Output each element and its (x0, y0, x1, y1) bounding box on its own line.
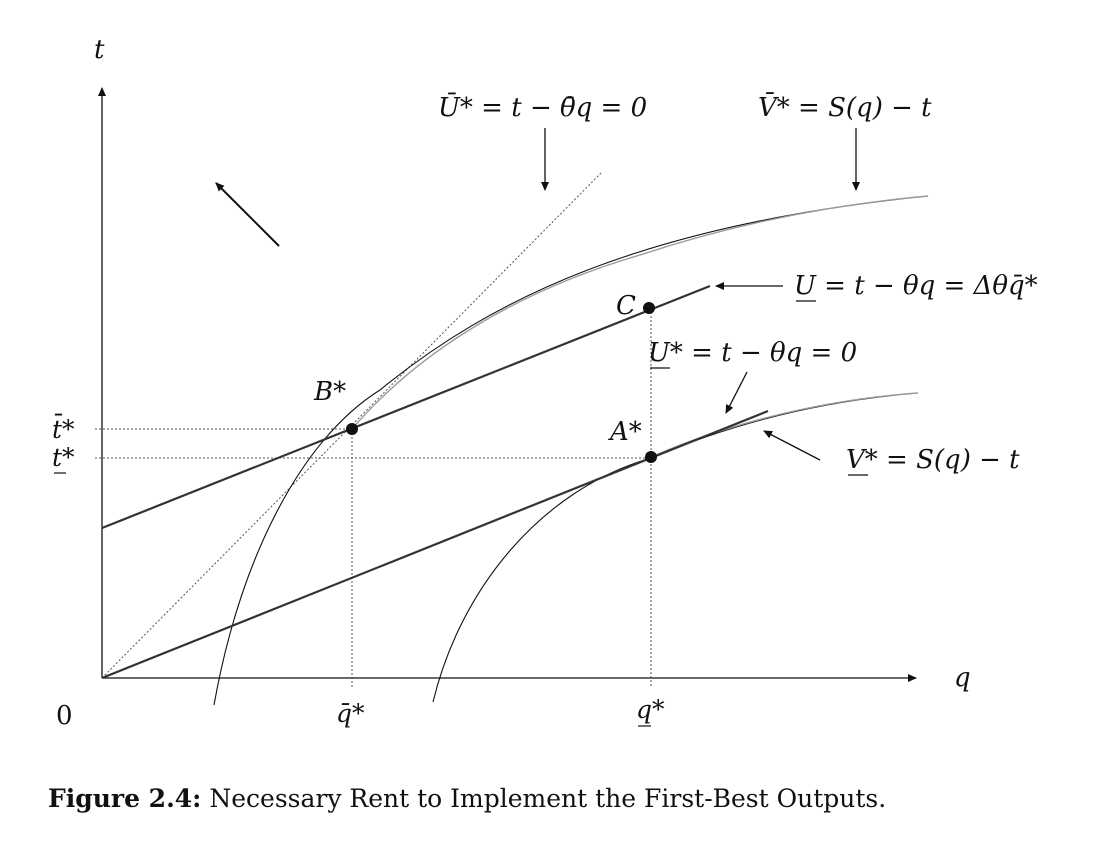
caption-text: Necessary Rent to Implement the First-Be… (201, 784, 887, 813)
tick-t-star: t* (52, 443, 75, 472)
u-under-star-line (101, 409, 769, 680)
point-b-star (346, 423, 358, 435)
tick-t-bar-star: t̄* (52, 415, 75, 444)
point-a-star (645, 451, 657, 463)
tick-q-star: q* (636, 695, 665, 724)
u-bar-star-line (101, 171, 603, 679)
label-u-under-star-rhs: = t − θq = 0 (683, 338, 857, 368)
label-v-bar-star-lhs: V̄* (758, 91, 790, 123)
tick-q-bar-star: q̄* (336, 699, 365, 728)
label-point-c: C (616, 291, 636, 321)
label-point-a-star: A* (608, 417, 642, 447)
arrow-u-under-star (725, 371, 748, 414)
x-axis-label: q (954, 663, 971, 693)
label-v-under-star-rhs: = S(q) − t (878, 445, 1020, 475)
label-u-bar-star-rhs: = t − θ̄q = 0 (473, 93, 647, 123)
label-v-under-star: V* = S(q) − t (846, 445, 1020, 475)
label-u-under-star-lhs: U* (648, 338, 683, 368)
label-u-under-star: U* = t − θq = 0 (648, 338, 857, 368)
label-u-under: U = t − θq = Δθq̄* (794, 271, 1038, 301)
v-under-star-curve-upper (639, 392, 919, 463)
arrow-v-under-star (763, 430, 821, 461)
y-axis-label: t (94, 35, 105, 65)
label-v-bar-star: V̄* = S(q) − t (758, 91, 932, 123)
guide-lines (95, 171, 652, 688)
label-u-under-lhs: U (794, 271, 817, 301)
label-v-under-star-lhs: V* (846, 445, 878, 475)
label-v-bar-star-rhs: = S(q) − t (790, 93, 932, 123)
direction-arrow (215, 182, 280, 247)
figure-caption: Figure 2.4: Necessary Rent to Implement … (48, 784, 886, 813)
label-u-under-rhs: = t − θq = Δθq̄* (816, 271, 1038, 301)
label-u-bar-star: Ū* = t − θ̄q = 0 (438, 92, 647, 123)
v-under-star-curve (432, 392, 919, 703)
u-under-line (101, 284, 711, 530)
point-c (643, 302, 655, 314)
origin-label: 0 (56, 701, 73, 731)
label-point-b-star: B* (313, 377, 346, 407)
v-bar-star-curve (213, 195, 929, 706)
v-bar-star-curve-upper (351, 195, 929, 430)
label-u-bar-star-lhs: Ū* (438, 92, 473, 123)
caption-label: Figure 2.4: (48, 784, 202, 813)
